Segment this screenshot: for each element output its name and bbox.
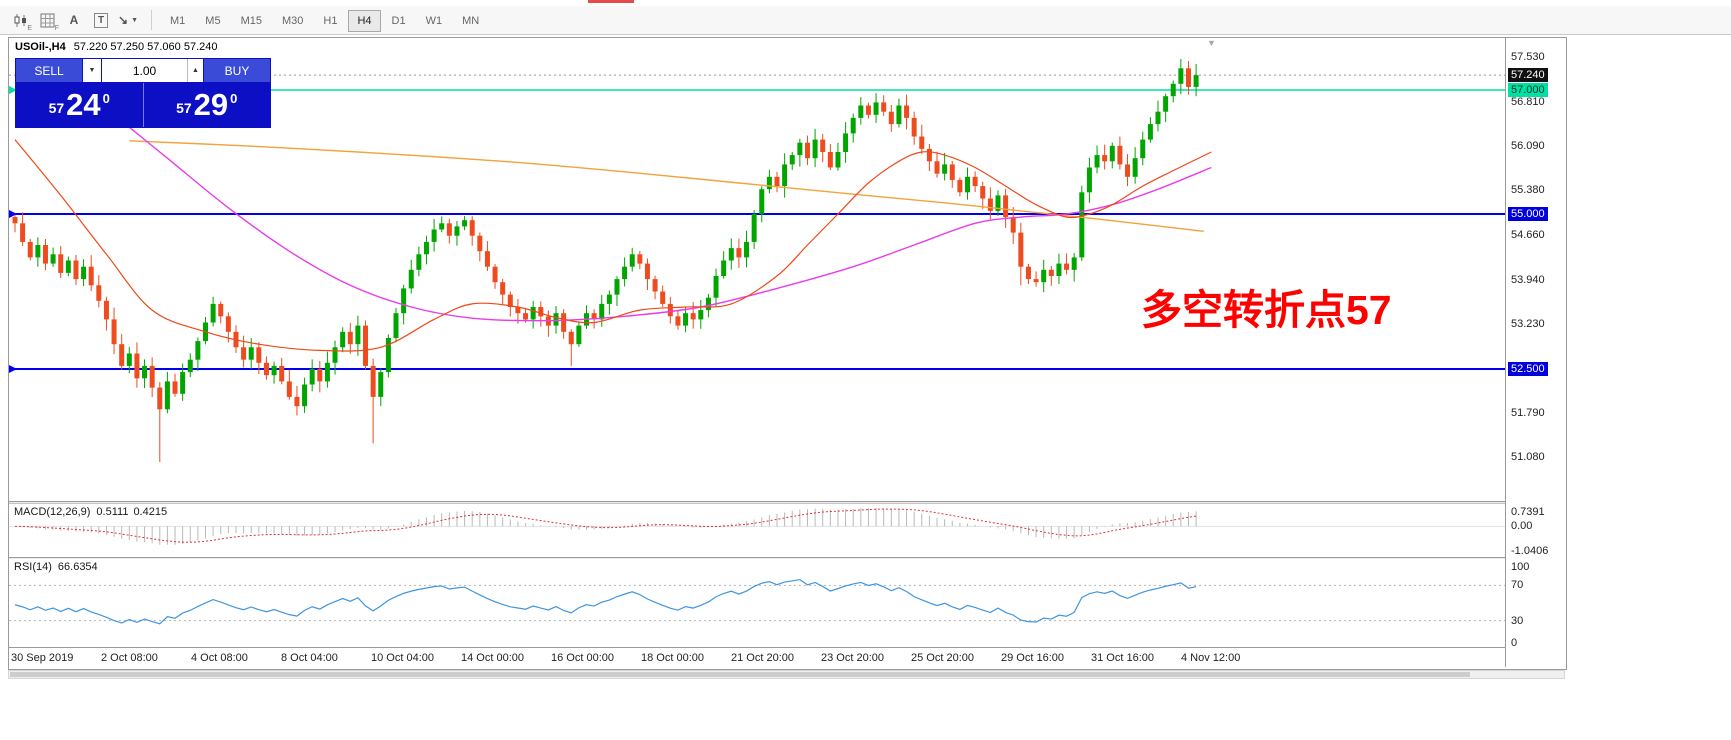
chevron-down-icon: ▼ xyxy=(88,67,96,74)
time-axis: 30 Sep 2019 2 Oct 08:00 4 Oct 08:00 8 Oct 0… xyxy=(9,647,1566,668)
timeframe-m15[interactable]: M15 xyxy=(240,15,262,27)
icon-sub-label: E xyxy=(27,25,32,32)
toolbar: E F A T ↘ ▼ M1 M5 M15 M30 H1 H4 D1 W1 MN xyxy=(0,6,1731,35)
grid-icon[interactable]: F xyxy=(35,9,59,32)
axis-price-label: 0 xyxy=(1511,637,1518,649)
timeframe-d1[interactable]: D1 xyxy=(391,15,406,27)
top-edge-artifact xyxy=(588,0,634,3)
sell-price-display: 57 24 0 xyxy=(48,87,110,122)
rsi-line xyxy=(14,578,1197,625)
text-box-icon[interactable]: T xyxy=(89,9,113,31)
volume-value: 1.00 xyxy=(132,63,157,78)
ma-fast-red xyxy=(14,139,1212,352)
time-axis-label: 4 Nov 12:00 xyxy=(1181,652,1241,664)
price-box: 57.000 xyxy=(1508,83,1548,97)
time-axis-label: 16 Oct 00:00 xyxy=(551,652,614,664)
time-axis-label: 8 Oct 04:00 xyxy=(281,652,338,664)
axis-price-label: -1.0406 xyxy=(1511,545,1549,557)
icon-sub-label: F xyxy=(54,25,59,32)
price-box: 57.240 xyxy=(1508,68,1548,82)
time-axis-label: 31 Oct 16:00 xyxy=(1091,652,1154,664)
toolbar-separator xyxy=(151,10,152,30)
draw-tools-icon[interactable]: ↘ ▼ xyxy=(118,13,138,27)
main-chart-canvas[interactable] xyxy=(9,38,1505,501)
timeframe-m1[interactable]: M1 xyxy=(170,15,186,27)
axis-price-label: 51.790 xyxy=(1511,407,1545,419)
axis-price-label: 55.380 xyxy=(1511,184,1545,196)
time-axis-label: 4 Oct 08:00 xyxy=(191,652,248,664)
timeframe-w1[interactable]: W1 xyxy=(425,15,443,27)
macd-label: MACD(12,26,9) 0.5111 0.4215 xyxy=(14,506,168,518)
axis-price-label: 54.660 xyxy=(1511,229,1545,241)
font-icon[interactable]: A xyxy=(69,13,79,27)
candle-bodies xyxy=(12,68,1199,410)
macd-panel-canvas xyxy=(9,507,1505,545)
time-axis-label: 25 Oct 20:00 xyxy=(911,652,974,664)
chevron-down-icon: ▼ xyxy=(131,16,138,24)
timeframe-h1[interactable]: H1 xyxy=(323,15,338,27)
timeframe-m30[interactable]: M30 xyxy=(281,15,304,27)
rsi-label: RSI(14) 66.6354 xyxy=(14,561,98,573)
price-box: 55.000 xyxy=(1508,207,1548,221)
time-axis-label: 30 Sep 2019 xyxy=(11,652,74,664)
chart-text-annotation: 多空转折点57 xyxy=(1141,287,1392,333)
sell-button[interactable]: SELL xyxy=(16,59,82,82)
horizontal-scrollbar[interactable] xyxy=(8,670,1565,679)
axis-price-label: 100 xyxy=(1511,561,1530,573)
time-axis-label: 18 Oct 00:00 xyxy=(641,652,704,664)
ma-mid-magenta xyxy=(113,114,1212,322)
candlestick-chart-icon[interactable]: E xyxy=(8,9,32,32)
axis-price-label: 30 xyxy=(1511,615,1524,627)
chart-title: USOil-,H4 57.220 57.250 57.060 57.240 xyxy=(15,41,217,53)
ohlc-values: 57.220 57.250 57.060 57.240 xyxy=(73,41,218,53)
time-axis-label: 14 Oct 00:00 xyxy=(461,652,524,664)
axis-price-label: 51.080 xyxy=(1511,451,1545,463)
axis-price-label: 0.7391 xyxy=(1511,506,1545,518)
macd-signal-line xyxy=(14,508,1197,543)
axis-price-label: 53.230 xyxy=(1511,318,1545,330)
axis-price-label: 56.810 xyxy=(1511,96,1545,108)
timeframe-mn[interactable]: MN xyxy=(462,15,480,27)
volume-dropdown[interactable]: ▼ xyxy=(83,59,101,82)
timeframe-h4[interactable]: H4 xyxy=(348,10,381,32)
price-axis: 57.530 56.810 56.090 55.380 54.660 53.940 53.2… xyxy=(1505,38,1566,667)
axis-price-label: 56.090 xyxy=(1511,140,1545,152)
chart-area: ▼ USOil-,H4 57.220 57.250 57.060 57.240 S… xyxy=(8,37,1567,670)
ma-slow-orange xyxy=(129,140,1204,233)
price-box: 52.500 xyxy=(1508,362,1548,376)
buy-price-display: 57 29 0 xyxy=(142,83,271,127)
time-axis-label: 23 Oct 20:00 xyxy=(821,652,884,664)
time-axis-label: 10 Oct 04:00 xyxy=(371,652,434,664)
volume-input[interactable]: 1.00 ▲ xyxy=(102,59,203,82)
volume-increase-button[interactable]: ▲ xyxy=(187,59,203,82)
symbol-period-label: USOil-,H4 xyxy=(15,41,66,53)
timeframe-bar: M1 M5 M15 M30 H1 H4 D1 W1 MN xyxy=(160,10,489,32)
time-axis-label: 21 Oct 20:00 xyxy=(731,652,794,664)
shift-marker-icon: ▼ xyxy=(1207,38,1216,48)
time-axis-label: 2 Oct 08:00 xyxy=(101,652,158,664)
one-click-trading-panel: SELL ▼ 1.00 ▲ BUY 57 24 0 xyxy=(15,58,271,128)
scrollbar-thumb[interactable] xyxy=(10,672,1470,677)
time-axis-label: 29 Oct 16:00 xyxy=(1001,652,1064,664)
rsi-panel-canvas xyxy=(9,578,1505,625)
buy-button[interactable]: BUY xyxy=(204,59,270,82)
axis-price-label: 53.940 xyxy=(1511,274,1545,286)
panel-divider[interactable] xyxy=(9,501,1566,504)
axis-price-label: 57.530 xyxy=(1511,51,1545,63)
timeframe-m5[interactable]: M5 xyxy=(205,15,221,27)
panel-divider[interactable] xyxy=(9,557,1566,559)
axis-price-label: 70 xyxy=(1511,579,1524,591)
macd-histogram xyxy=(22,507,1197,545)
axis-price-label: 0.00 xyxy=(1511,520,1533,532)
